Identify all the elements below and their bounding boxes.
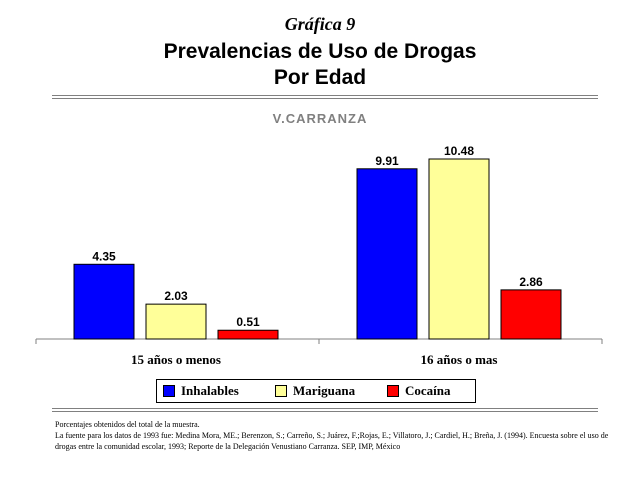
legend-label-cocaina: Cocaína — [405, 383, 451, 398]
data-label-inhalables-15-anos-o-menos: 4.35 — [92, 249, 116, 263]
data-label-mariguana-16-anos-o-mas: 10.48 — [444, 144, 474, 158]
legend-swatch-cocaina — [387, 385, 399, 397]
legend-item-mariguana: Mariguana — [275, 383, 355, 399]
footnote-source: La fuente para los datos de 1993 fue: Me… — [55, 431, 609, 451]
legend-swatch-inhalables — [163, 385, 175, 397]
chart-title-line-1: Prevalencias de Uso de Drogas — [163, 40, 477, 63]
data-label-cocaina-16-anos-o-mas: 2.86 — [519, 275, 543, 289]
bar-inhalables-15-anos-o-menos — [73, 263, 135, 340]
legend-item-cocaina: Cocaína — [387, 383, 451, 399]
footnote-percent: Porcentajes obtenidos del total de la mu… — [55, 420, 200, 429]
category-label-16-anos-o-mas: 16 años o mas — [421, 352, 498, 367]
legend-label-inhalables: Inhalables — [181, 383, 239, 398]
divider-top-2 — [52, 98, 598, 99]
chart-title-line-2: Por Edad — [273, 66, 367, 89]
legend: Inhalables Mariguana Cocaína — [156, 379, 476, 403]
legend-item-inhalables: Inhalables — [163, 383, 239, 399]
bar-cocaina-15-anos-o-menos — [217, 329, 279, 340]
bar-mariguana-16-anos-o-mas — [428, 158, 490, 340]
data-label-inhalables-16-anos-o-mas: 9.91 — [375, 154, 399, 168]
data-label-mariguana-15-anos-o-menos: 2.03 — [164, 289, 188, 303]
chart-subtitle: V.CARRANZA — [272, 111, 368, 126]
bar-cocaina-16-anos-o-mas — [500, 289, 562, 340]
data-label-cocaina-15-anos-o-menos: 0.51 — [236, 315, 260, 329]
legend-swatch-mariguana — [275, 385, 287, 397]
divider-bottom-2 — [52, 411, 598, 412]
divider-bottom-1 — [52, 408, 598, 409]
chart-label: Gráfica 9 — [284, 14, 356, 34]
legend-label-mariguana: Mariguana — [293, 383, 356, 398]
bar-mariguana-15-anos-o-menos — [145, 303, 207, 340]
divider-top-1 — [52, 95, 598, 96]
category-label-15-anos-o-menos: 15 años o menos — [131, 352, 221, 367]
bar-inhalables-16-anos-o-mas — [356, 168, 418, 340]
